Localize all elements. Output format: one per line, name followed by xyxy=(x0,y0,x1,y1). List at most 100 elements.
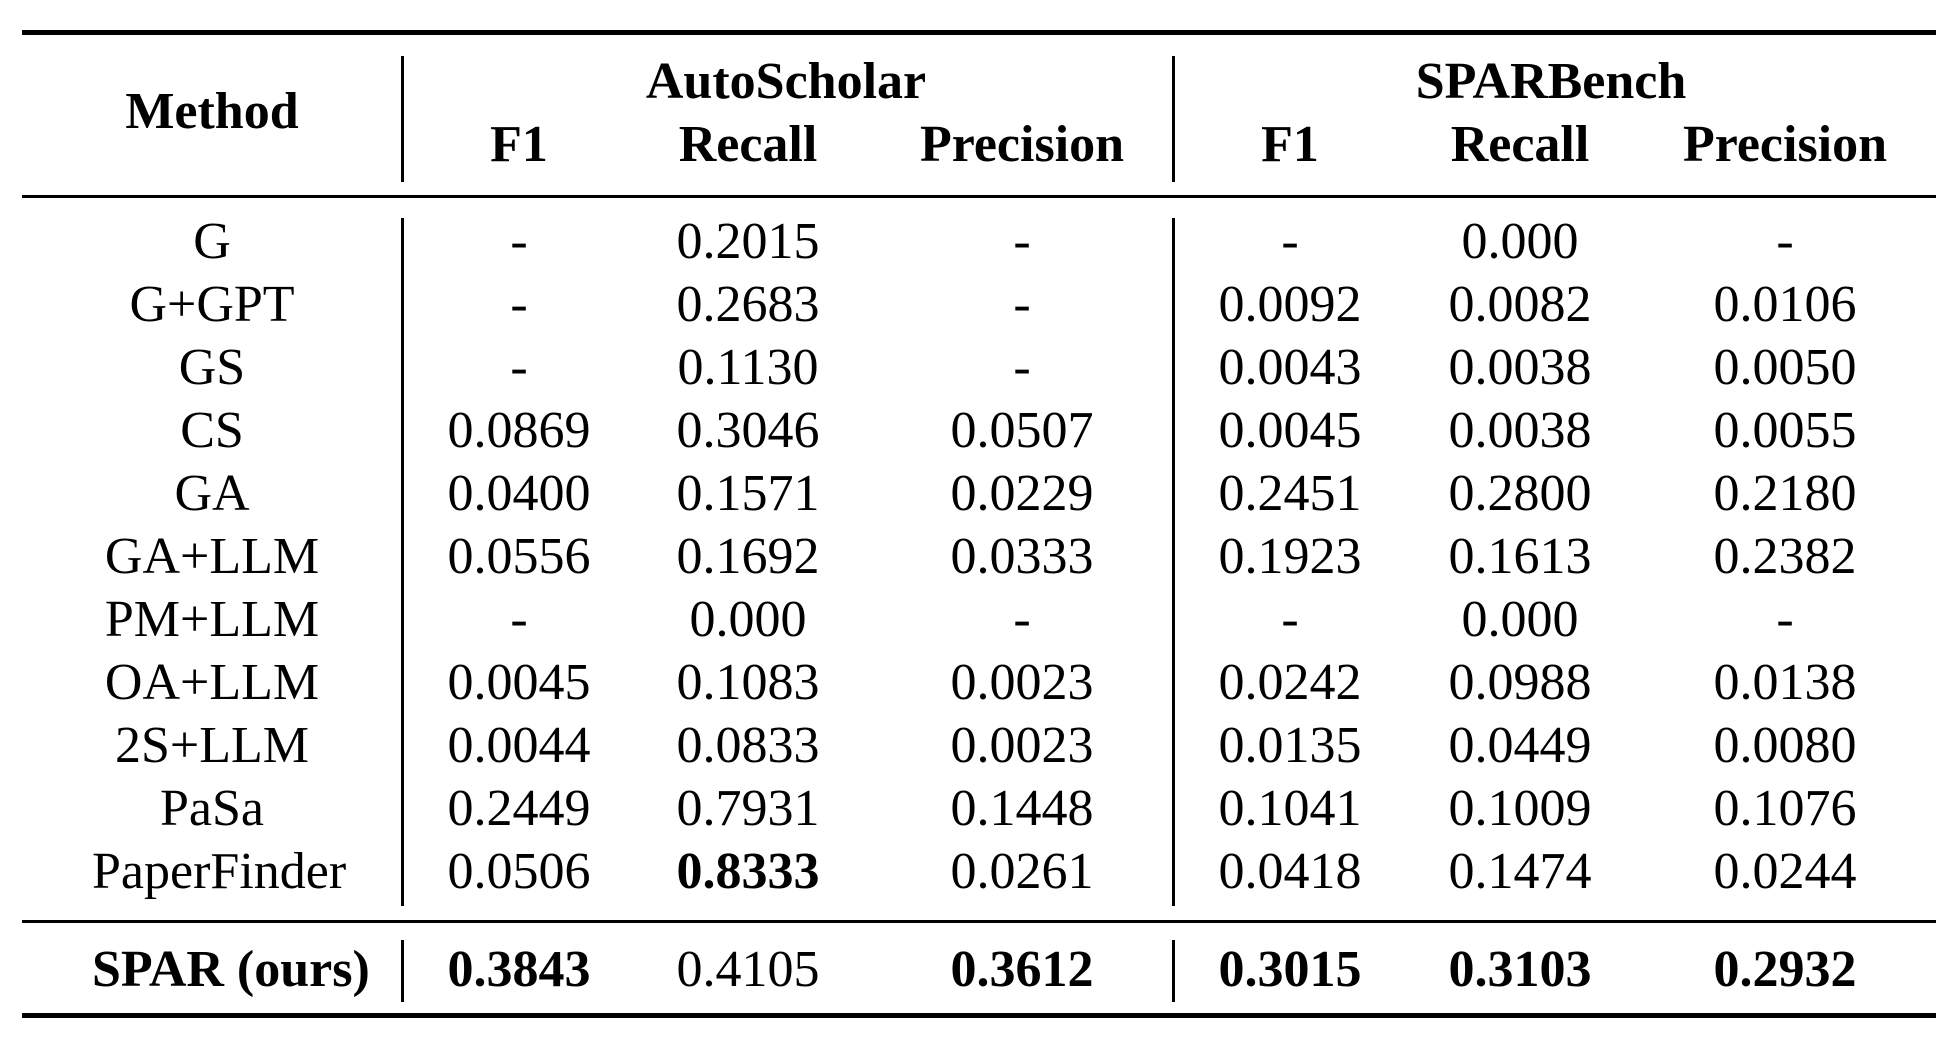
value-cell: 0.0092 xyxy=(1218,276,1362,333)
value-cell: 0.2449 xyxy=(447,780,591,837)
value-cell: - xyxy=(1776,591,1794,648)
value-cell: 0.0135 xyxy=(1218,717,1362,774)
value-cell: 0.0869 xyxy=(447,402,591,459)
header-separator-right xyxy=(1172,56,1175,182)
value-cell: 0.1083 xyxy=(676,654,820,711)
value-cell: 0.0055 xyxy=(1713,402,1857,459)
value-cell: 0.1009 xyxy=(1448,780,1592,837)
value-cell: 0.0023 xyxy=(950,654,1094,711)
value-cell: 0.3843 xyxy=(447,941,591,998)
value-cell: - xyxy=(1013,591,1031,648)
method-name-cell: 2S+LLM xyxy=(114,717,309,774)
final-separator-left xyxy=(401,940,404,1002)
group-header-sparbench: SPARBench xyxy=(1415,53,1687,110)
value-cell: 0.2683 xyxy=(676,276,820,333)
body-separator-left xyxy=(401,218,404,906)
value-cell: 0.1474 xyxy=(1448,843,1592,900)
value-cell: - xyxy=(1013,276,1031,333)
value-cell: 0.3015 xyxy=(1218,941,1362,998)
value-cell: 0.0038 xyxy=(1448,402,1592,459)
value-cell: 0.0023 xyxy=(950,717,1094,774)
method-name-cell: PM+LLM xyxy=(104,591,320,648)
value-cell: 0.0400 xyxy=(447,465,591,522)
value-cell: 0.1923 xyxy=(1218,528,1362,585)
method-name-cell: SPAR (ours) xyxy=(92,941,370,998)
value-cell: 0.0038 xyxy=(1448,339,1592,396)
value-cell: 0.0044 xyxy=(447,717,591,774)
value-cell: 0.0138 xyxy=(1713,654,1857,711)
value-cell: 0.0556 xyxy=(447,528,591,585)
value-cell: 0.0833 xyxy=(676,717,820,774)
value-cell: 0.000 xyxy=(1461,213,1579,270)
value-cell: 0.1448 xyxy=(950,780,1094,837)
value-cell: 0.4105 xyxy=(676,941,820,998)
value-cell: 0.2382 xyxy=(1713,528,1857,585)
method-name-cell: GA xyxy=(174,465,250,522)
value-cell: 0.7931 xyxy=(676,780,820,837)
value-cell: 0.8333 xyxy=(676,843,820,900)
top-rule xyxy=(22,30,1936,35)
value-cell: 0.0045 xyxy=(447,654,591,711)
body-separator-right xyxy=(1172,218,1175,906)
value-cell: - xyxy=(510,591,528,648)
value-cell: 0.0229 xyxy=(950,465,1094,522)
metric-header: F1 xyxy=(490,116,548,173)
value-cell: 0.1076 xyxy=(1713,780,1857,837)
value-cell: 0.0507 xyxy=(950,402,1094,459)
method-name-cell: PaSa xyxy=(160,780,264,837)
value-cell: - xyxy=(510,213,528,270)
method-name-cell: PaperFinder xyxy=(92,843,347,900)
group-header-autoscholar: AutoScholar xyxy=(645,53,927,110)
header-separator-left xyxy=(401,56,404,182)
metric-header: Precision xyxy=(919,116,1125,173)
header-rule xyxy=(22,195,1936,198)
value-cell: 0.0449 xyxy=(1448,717,1592,774)
value-cell: 0.0045 xyxy=(1218,402,1362,459)
value-cell: 0.0988 xyxy=(1448,654,1592,711)
value-cell: 0.2451 xyxy=(1218,465,1362,522)
value-cell: 0.0242 xyxy=(1218,654,1362,711)
bottom-rule xyxy=(22,1013,1936,1018)
value-cell: 0.0506 xyxy=(447,843,591,900)
value-cell: 0.0106 xyxy=(1713,276,1857,333)
method-name-cell: CS xyxy=(180,402,244,459)
value-cell: 0.0043 xyxy=(1218,339,1362,396)
method-name-cell: GS xyxy=(178,339,246,396)
value-cell: - xyxy=(1281,213,1299,270)
final-row-rule xyxy=(22,920,1936,923)
value-cell: 0.0418 xyxy=(1218,843,1362,900)
value-cell: 0.000 xyxy=(1461,591,1579,648)
value-cell: - xyxy=(1776,213,1794,270)
metric-header: Recall xyxy=(678,116,818,173)
value-cell: - xyxy=(1013,339,1031,396)
value-cell: 0.2180 xyxy=(1713,465,1857,522)
value-cell: 0.2015 xyxy=(676,213,820,270)
value-cell: - xyxy=(1013,213,1031,270)
method-name-cell: G+GPT xyxy=(129,276,295,333)
value-cell: 0.2932 xyxy=(1713,941,1857,998)
value-cell: - xyxy=(1281,591,1299,648)
value-cell: 0.1613 xyxy=(1448,528,1592,585)
value-cell: 0.0244 xyxy=(1713,843,1857,900)
value-cell: 0.1041 xyxy=(1218,780,1362,837)
value-cell: - xyxy=(510,276,528,333)
value-cell: 0.3046 xyxy=(676,402,820,459)
metric-header: Recall xyxy=(1450,116,1590,173)
value-cell: 0.0050 xyxy=(1713,339,1857,396)
method-name-cell: GA+LLM xyxy=(104,528,320,585)
value-cell: 0.1130 xyxy=(677,339,819,396)
value-cell: 0.0082 xyxy=(1448,276,1592,333)
value-cell: 0.1692 xyxy=(676,528,820,585)
metric-header: F1 xyxy=(1261,116,1319,173)
value-cell: 0.3612 xyxy=(950,941,1094,998)
value-cell: 0.1571 xyxy=(676,465,820,522)
method-name-cell: G xyxy=(193,213,231,270)
metric-header: Precision xyxy=(1682,116,1888,173)
value-cell: 0.0333 xyxy=(950,528,1094,585)
method-header: Method xyxy=(125,83,299,140)
value-cell: 0.0261 xyxy=(950,843,1094,900)
value-cell: 0.000 xyxy=(689,591,807,648)
value-cell: 0.2800 xyxy=(1448,465,1592,522)
final-separator-right xyxy=(1172,940,1175,1002)
